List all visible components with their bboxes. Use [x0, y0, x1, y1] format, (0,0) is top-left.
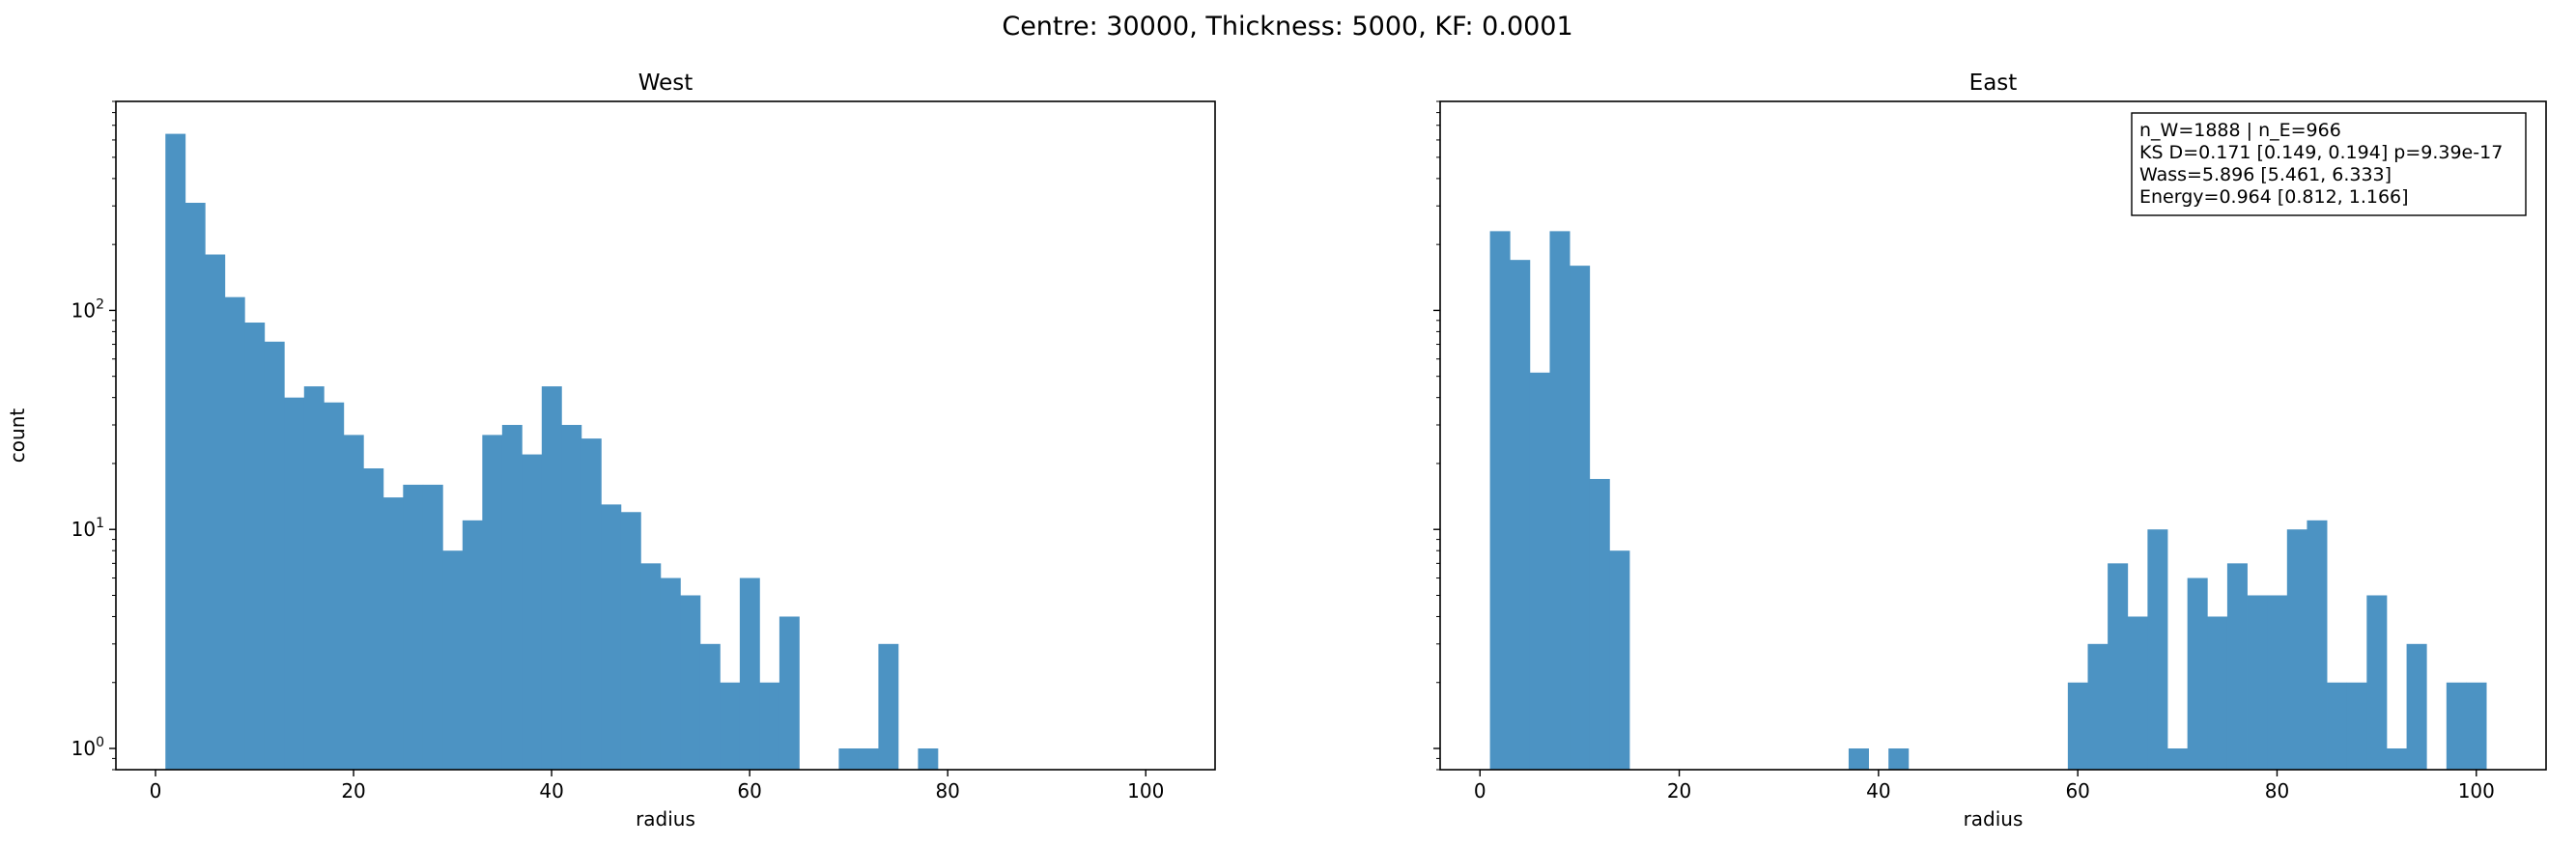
histogram-bar — [501, 425, 523, 770]
histogram-bar — [165, 133, 186, 770]
histogram-bar — [1549, 231, 1571, 770]
y-tick-label: 102 — [71, 296, 104, 322]
x-tick-label: 40 — [539, 779, 563, 803]
axes-title: East — [1969, 70, 2018, 96]
histogram-bar — [1529, 372, 1550, 770]
histogram-bar — [2067, 682, 2088, 770]
x-tick-label: 100 — [2458, 779, 2495, 803]
histogram-bar — [522, 454, 543, 770]
histogram-bar — [541, 386, 562, 770]
histogram-bar — [205, 254, 226, 770]
histogram-bar — [2187, 577, 2208, 770]
histogram-bar — [2346, 682, 2367, 770]
histogram-bar — [660, 577, 681, 770]
figure-suptitle: Centre: 30000, Thickness: 5000, KF: 0.00… — [1002, 12, 1572, 42]
histogram-bar — [2127, 616, 2148, 770]
histogram-bar — [838, 748, 860, 770]
x-tick-label: 100 — [1127, 779, 1164, 803]
histogram-bars — [1489, 231, 2487, 770]
histogram-bar — [442, 550, 464, 770]
x-tick-label: 40 — [1866, 779, 1890, 803]
histogram-bar — [601, 504, 622, 770]
histogram-bar — [759, 682, 780, 770]
histogram-bar — [2446, 682, 2467, 770]
stats-annotation-box — [2131, 112, 2527, 216]
histogram-bar — [640, 563, 662, 770]
stats-annotation-line: KS D=0.171 [0.149, 0.194] p=9.39e-17 — [2139, 142, 2503, 163]
stats-annotation-line: n_W=1888 | n_E=966 — [2139, 120, 2341, 141]
histogram-bar — [324, 402, 345, 770]
x-axis-label: radius — [636, 807, 695, 831]
histogram-bar — [303, 386, 325, 770]
histogram-bar — [858, 748, 879, 770]
histogram-bar — [422, 484, 443, 770]
histogram-bar — [2087, 643, 2109, 770]
histogram-bars — [165, 133, 939, 771]
histogram-bar — [720, 682, 741, 770]
x-tick-label: 80 — [2265, 779, 2289, 803]
y-tick-label: 100 — [71, 735, 104, 760]
x-tick-label: 60 — [2065, 779, 2089, 803]
histogram-bar — [680, 595, 701, 770]
x-tick-label: 20 — [1667, 779, 1691, 803]
histogram-bar — [184, 202, 206, 771]
histogram-bar — [284, 397, 305, 770]
histogram-bar — [244, 323, 266, 770]
histogram-bar — [2247, 595, 2268, 770]
histogram-bar — [1589, 478, 1610, 770]
x-tick-label: 0 — [150, 779, 162, 803]
stats-annotation-line: Wass=5.896 [5.461, 6.333] — [2139, 164, 2392, 185]
histogram-bar — [1888, 748, 1910, 770]
histogram-bar — [403, 484, 424, 770]
histogram-bar — [561, 425, 582, 770]
histogram-bar — [878, 643, 899, 770]
histogram-bar — [580, 438, 602, 770]
histogram-bar — [1510, 260, 1531, 770]
histogram-bar — [462, 520, 483, 770]
x-tick-label: 60 — [737, 779, 761, 803]
histogram-bar — [1848, 748, 1869, 770]
x-axis-label: radius — [1964, 807, 2024, 831]
histogram-bar — [343, 435, 364, 770]
x-tick-label: 80 — [935, 779, 959, 803]
histogram-bar — [778, 616, 800, 770]
histogram-bar — [2386, 748, 2407, 770]
histogram-bar — [482, 435, 503, 770]
histogram-bar — [2406, 643, 2427, 770]
axes-frame — [1439, 100, 2547, 771]
panel-west: 0 20 40 60 80 100 100 101 102 West radius count — [6, 70, 1216, 831]
histogram-bar — [2267, 595, 2288, 770]
histogram-bar — [699, 643, 721, 770]
histogram-bar — [2307, 520, 2328, 770]
histogram-bar — [2167, 748, 2189, 770]
histogram-bar — [2366, 595, 2388, 770]
histogram-bar — [2108, 563, 2129, 770]
histogram-bar — [1570, 266, 1591, 770]
histogram-bar — [918, 748, 939, 770]
histogram-bar — [2466, 682, 2487, 770]
panel-east: 0 20 40 60 80 100 East radius n_W=1888 | n_E=966… — [1433, 70, 2547, 831]
histogram-bar — [2327, 682, 2348, 770]
histogram-bar — [382, 497, 404, 770]
histogram-bar — [264, 341, 285, 770]
y-tick-label: 101 — [71, 516, 104, 541]
axes-frame — [115, 100, 1216, 771]
histogram-bar — [620, 512, 641, 770]
x-tick-label: 0 — [1474, 779, 1486, 803]
histogram-bar — [1489, 231, 1511, 770]
histogram-bar — [1609, 550, 1630, 770]
x-tick-label: 20 — [341, 779, 365, 803]
histogram-bar — [224, 296, 245, 770]
histogram-bar — [2207, 616, 2228, 770]
histogram-bar — [2286, 529, 2307, 770]
y-axis-label: count — [6, 408, 29, 464]
stats-annotation-line: Energy=0.964 [0.812, 1.166] — [2139, 186, 2409, 208]
histogram-bar — [2226, 563, 2248, 770]
axes-title: West — [638, 70, 694, 96]
histogram-bar — [2147, 529, 2168, 770]
histogram-bar — [363, 468, 384, 770]
histogram-bar — [739, 577, 760, 770]
